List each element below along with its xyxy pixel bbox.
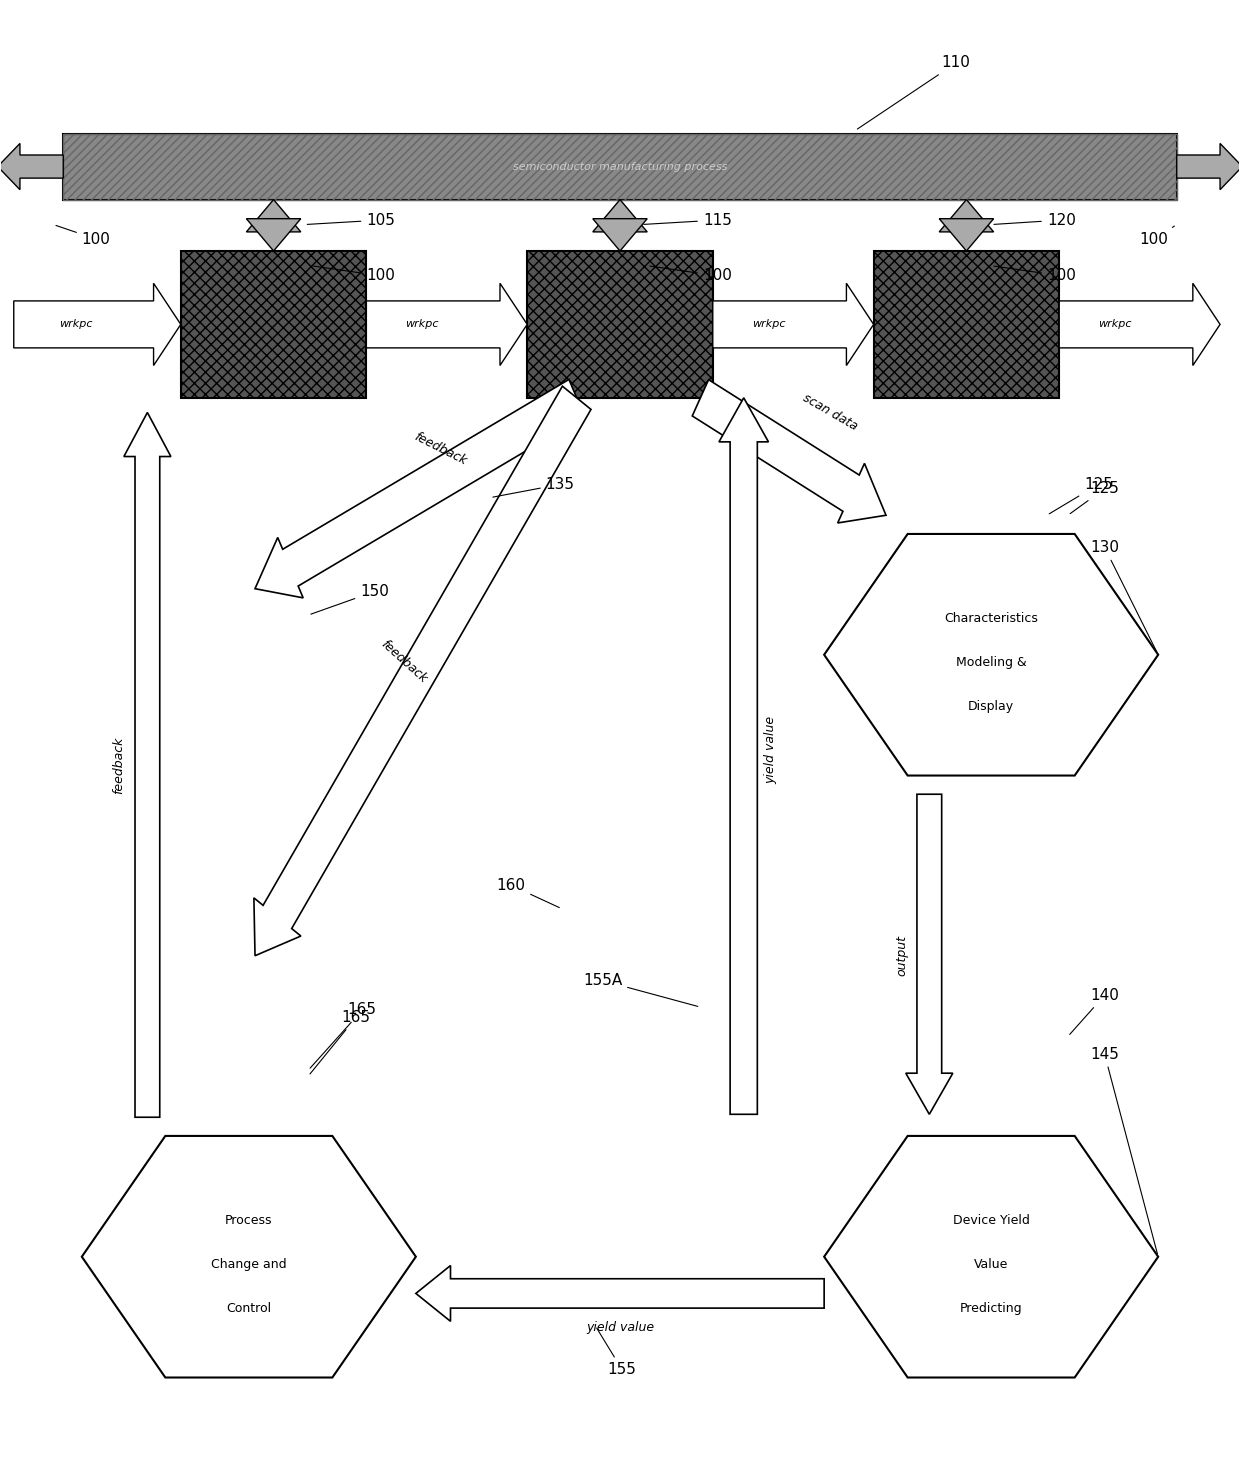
Text: 150: 150 xyxy=(311,584,389,615)
Polygon shape xyxy=(825,534,1158,775)
Text: semiconductor manufacturing process: semiconductor manufacturing process xyxy=(513,162,727,172)
Polygon shape xyxy=(366,284,527,365)
Polygon shape xyxy=(954,219,978,232)
Polygon shape xyxy=(905,794,952,1115)
Polygon shape xyxy=(608,219,632,232)
Polygon shape xyxy=(247,219,301,252)
Text: Process: Process xyxy=(226,1214,273,1227)
Polygon shape xyxy=(593,219,647,252)
Text: 140: 140 xyxy=(1070,989,1118,1034)
Text: 135: 135 xyxy=(492,477,575,497)
Bar xyxy=(527,252,713,397)
Bar xyxy=(874,252,1059,397)
Text: 165: 165 xyxy=(310,1009,371,1074)
Polygon shape xyxy=(124,412,171,1118)
Text: scan data: scan data xyxy=(801,391,859,434)
Text: wrkpc: wrkpc xyxy=(1099,319,1132,330)
Text: 100: 100 xyxy=(314,266,396,284)
Text: 155A: 155A xyxy=(583,974,698,1006)
Text: Device Yield: Device Yield xyxy=(952,1214,1029,1227)
Text: 130: 130 xyxy=(1090,540,1157,652)
Text: 115: 115 xyxy=(644,212,732,228)
Text: 145: 145 xyxy=(1090,1046,1157,1255)
Polygon shape xyxy=(692,380,887,524)
Polygon shape xyxy=(825,1136,1158,1377)
FancyArrow shape xyxy=(1177,144,1240,190)
Text: 100: 100 xyxy=(994,266,1076,284)
Polygon shape xyxy=(415,1265,825,1321)
Polygon shape xyxy=(262,219,286,232)
Text: 160: 160 xyxy=(496,878,559,908)
Text: 100: 100 xyxy=(1140,227,1174,247)
Polygon shape xyxy=(593,200,647,232)
Text: 120: 120 xyxy=(994,212,1076,228)
Text: 155: 155 xyxy=(596,1328,636,1377)
Polygon shape xyxy=(14,284,181,365)
Text: 165: 165 xyxy=(310,1002,377,1068)
FancyArrow shape xyxy=(0,144,63,190)
Bar xyxy=(63,134,1177,200)
Polygon shape xyxy=(939,200,993,232)
Text: 125: 125 xyxy=(1070,481,1118,513)
Bar xyxy=(181,252,366,397)
Text: Display: Display xyxy=(968,700,1014,712)
Text: feedback: feedback xyxy=(113,736,125,793)
Text: 100: 100 xyxy=(56,225,110,247)
Text: Control: Control xyxy=(226,1302,272,1315)
Polygon shape xyxy=(82,1136,415,1377)
Polygon shape xyxy=(1059,284,1220,365)
Text: feedback: feedback xyxy=(378,638,429,685)
Text: Change and: Change and xyxy=(211,1258,286,1271)
Text: 125: 125 xyxy=(1049,477,1112,513)
Polygon shape xyxy=(247,200,301,232)
Text: 105: 105 xyxy=(308,212,396,228)
Text: output: output xyxy=(895,936,909,977)
Polygon shape xyxy=(939,219,993,252)
Text: yield value: yield value xyxy=(764,716,777,784)
Text: Characteristics: Characteristics xyxy=(944,612,1038,625)
Text: Predicting: Predicting xyxy=(960,1302,1023,1315)
Polygon shape xyxy=(254,387,591,956)
Bar xyxy=(63,134,1177,200)
Text: Modeling &: Modeling & xyxy=(956,656,1027,669)
Polygon shape xyxy=(255,380,584,597)
Text: 110: 110 xyxy=(857,56,971,129)
Text: feedback: feedback xyxy=(412,431,469,468)
Polygon shape xyxy=(713,284,874,365)
Polygon shape xyxy=(719,397,769,1115)
Text: 100: 100 xyxy=(650,266,732,284)
Text: wrkpc: wrkpc xyxy=(751,319,785,330)
Text: wrkpc: wrkpc xyxy=(405,319,439,330)
Text: Value: Value xyxy=(973,1258,1008,1271)
Text: yield value: yield value xyxy=(587,1321,653,1334)
Text: wrkpc: wrkpc xyxy=(58,319,92,330)
